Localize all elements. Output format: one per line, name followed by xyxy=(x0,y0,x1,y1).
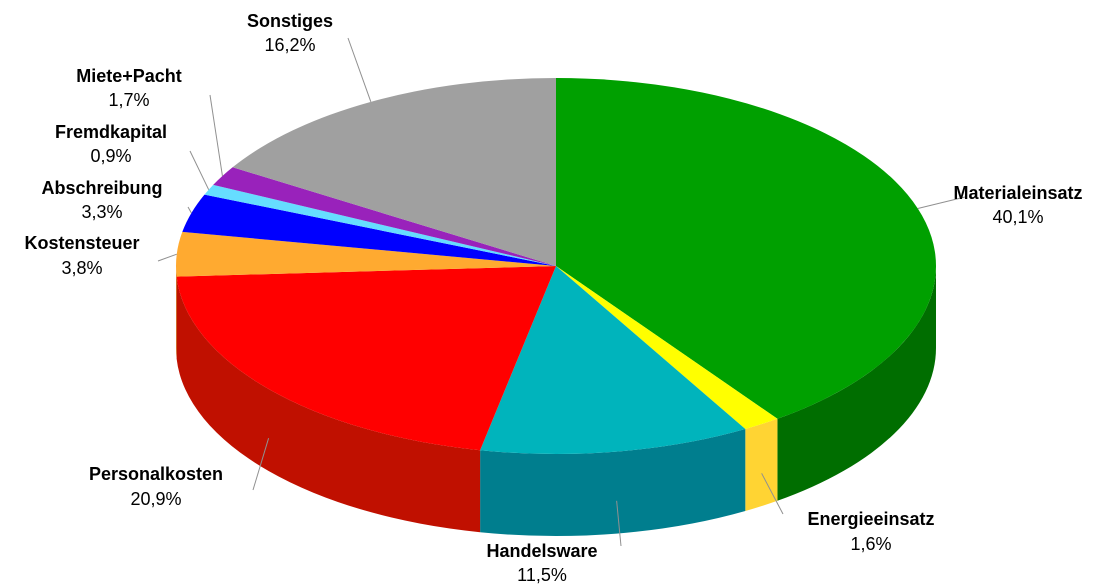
pie-side-kostensteuer xyxy=(176,266,177,359)
slice-value-miete-pacht: 1,7% xyxy=(108,90,149,110)
pie-slice-fremdkapital xyxy=(204,184,556,266)
leader-line-sonstiges xyxy=(347,37,372,102)
slice-label-miete-pacht: Miete+Pacht xyxy=(76,66,182,86)
pie-slice-energieeinsatz xyxy=(556,266,778,430)
slice-value-personalkosten: 20,9% xyxy=(130,489,181,509)
slice-label-fremdkapital: Fremdkapital xyxy=(55,122,167,142)
slice-value-fremdkapital: 0,9% xyxy=(90,146,131,166)
leader-line-handelsware xyxy=(616,500,622,547)
slice-labels: Materialeinsatz 40,1% Energieeinsatz 1,6… xyxy=(24,11,1082,585)
pie-slice-handelsware xyxy=(480,266,746,454)
leader-line-kostensteuer xyxy=(157,253,177,262)
pie-slices xyxy=(176,78,937,454)
slice-value-materialeinsatz: 40,1% xyxy=(992,207,1043,227)
leader-line-abschreibung xyxy=(187,206,192,214)
pie-slice-personalkosten xyxy=(176,266,557,451)
slice-label-handelsware: Handelsware xyxy=(486,541,597,561)
slice-label-abschreibung: Abschreibung xyxy=(41,178,162,198)
leader-line-fremdkapital xyxy=(189,150,210,190)
leader-line-energieeinsatz xyxy=(761,473,784,515)
pie-side-personalkosten xyxy=(176,276,481,533)
leader-lines xyxy=(157,37,966,547)
slice-label-materialeinsatz: Materialeinsatz xyxy=(953,183,1082,203)
slice-label-sonstiges: Sonstiges xyxy=(247,11,333,31)
pie-slice-sonstiges xyxy=(232,78,556,266)
pie-slice-kostensteuer xyxy=(176,231,556,277)
pie-side-energieeinsatz xyxy=(745,418,778,512)
slice-value-sonstiges: 16,2% xyxy=(264,35,315,55)
pie-slice-miete-pacht xyxy=(213,167,556,266)
slice-label-energieeinsatz: Energieeinsatz xyxy=(807,509,934,529)
pie-slice-abschreibung xyxy=(182,194,557,266)
slice-value-handelsware: 11,5% xyxy=(517,565,567,585)
slice-value-energieeinsatz: 1,6% xyxy=(850,534,891,554)
slice-label-personalkosten: Personalkosten xyxy=(89,464,223,484)
pie-side-handelsware xyxy=(480,429,746,536)
slice-value-abschreibung: 3,3% xyxy=(81,202,122,222)
leader-line-materialeinsatz xyxy=(917,196,966,209)
pie-side-materialeinsatz xyxy=(777,266,936,501)
pie-slice-materialeinsatz xyxy=(556,78,937,419)
slice-label-kostensteuer: Kostensteuer xyxy=(24,233,139,253)
slice-value-kostensteuer: 3,8% xyxy=(61,258,102,278)
leader-line-miete-pacht xyxy=(209,94,223,177)
leader-line-personalkosten xyxy=(252,438,270,491)
